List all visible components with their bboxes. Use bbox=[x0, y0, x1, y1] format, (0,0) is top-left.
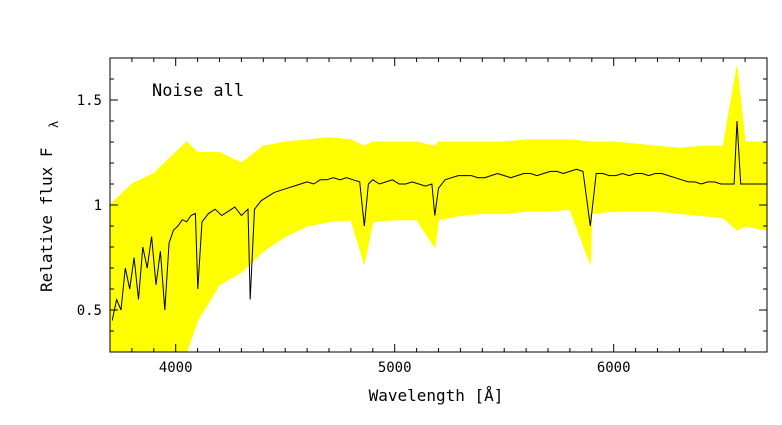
y-axis-label-subscript: λ bbox=[47, 121, 61, 128]
axis-ticks bbox=[109, 57, 768, 353]
y-tick-label: 0.5 bbox=[77, 303, 102, 319]
spectrum-line bbox=[111, 120, 767, 321]
noise-band bbox=[110, 66, 767, 352]
spectrum-series-line bbox=[111, 120, 767, 321]
y-axis-label: Relative flux F bbox=[37, 148, 56, 293]
noise-annotation: Noise all bbox=[152, 81, 244, 101]
y-tick-label: 1.5 bbox=[77, 93, 102, 109]
tick-labels: 4000 5000 6000 0.5 1 1.5 bbox=[77, 93, 631, 376]
y-tick-label: 1 bbox=[94, 198, 102, 214]
x-tick-label: 5000 bbox=[378, 360, 412, 376]
x-tick-label: 4000 bbox=[159, 360, 193, 376]
x-axis-label: Wavelength [Å] bbox=[369, 386, 504, 405]
x-tick-label: 6000 bbox=[597, 360, 631, 376]
noise-band-area bbox=[110, 66, 767, 352]
